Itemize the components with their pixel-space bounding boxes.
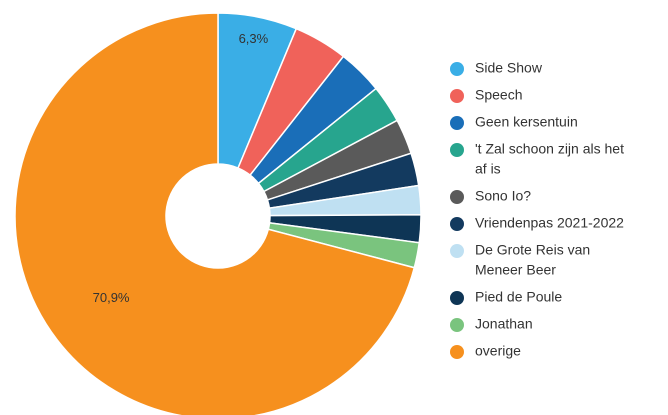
legend-label: Pied de Poule [475, 289, 562, 305]
legend-label: Jonathan [475, 316, 533, 332]
legend-label: Meneer Beer [475, 262, 556, 278]
chart-slices [14, 12, 422, 415]
legend-label: 't Zal schoon zijn als het [475, 141, 624, 157]
chart-value-labels: 6,3% 70,9% [93, 31, 269, 305]
legend-marker [450, 116, 464, 130]
pie-slice [14, 12, 416, 415]
legend-label: Speech [475, 87, 522, 103]
legend-label: Vriendenpas 2021-2022 [475, 215, 624, 231]
legend-marker [450, 217, 464, 231]
legend-label: Side Show [475, 60, 543, 76]
legend-marker [450, 291, 464, 305]
legend-marker [450, 244, 464, 258]
legend-marker [450, 190, 464, 204]
legend-marker [450, 318, 464, 332]
legend-marker [450, 143, 464, 157]
legend-label: De Grote Reis van [475, 242, 590, 258]
legend-marker [450, 89, 464, 103]
legend-marker [450, 345, 464, 359]
legend-label: af is [475, 161, 501, 177]
legend-label: Geen kersentuin [475, 114, 578, 130]
legend-label: overige [475, 343, 521, 359]
slice-value-label: 70,9% [93, 290, 130, 305]
chart-legend: Side Show Speech Geen kersentuin 't Zal sch… [450, 60, 624, 359]
legend-label: Sono Io? [475, 188, 531, 204]
legend-marker [450, 62, 464, 76]
slice-value-label: 6,3% [239, 31, 269, 46]
